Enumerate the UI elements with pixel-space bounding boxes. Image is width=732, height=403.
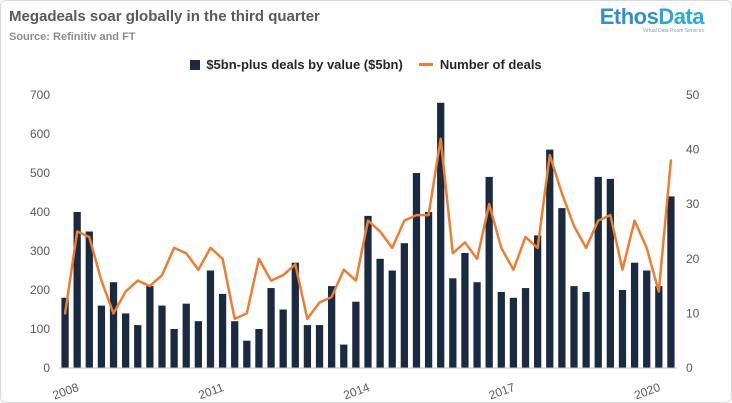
y-left-tick-label: 600	[30, 127, 50, 141]
y-right-tick-label: 20	[686, 252, 700, 266]
bar	[521, 288, 530, 368]
bar	[630, 262, 639, 368]
bar	[655, 286, 663, 368]
bar	[303, 325, 312, 368]
bar	[231, 321, 239, 368]
bar	[279, 309, 287, 368]
bar	[461, 252, 469, 368]
bar	[582, 291, 590, 368]
legend-swatch-bars	[190, 59, 201, 70]
bar	[606, 178, 614, 368]
legend-label-line: Number of deals	[439, 57, 542, 72]
y-right-tick-label: 40	[686, 143, 700, 157]
x-tick-label: 2011	[197, 380, 226, 402]
y-left-tick-label: 200	[30, 283, 50, 297]
bar	[388, 270, 396, 368]
chart-legend: $5bn-plus deals by value ($5bn) Number o…	[0, 57, 732, 72]
bar	[182, 303, 190, 368]
chart-title: Megadeals soar globally in the third qua…	[9, 8, 320, 25]
bar	[594, 176, 602, 368]
bar	[400, 243, 408, 368]
bar	[340, 344, 348, 368]
bar	[558, 208, 566, 368]
bar	[158, 305, 166, 368]
bar	[97, 305, 106, 368]
legend-swatch-line	[418, 63, 433, 66]
y-right-tick-label: 50	[686, 88, 700, 102]
y-left-tick-label: 400	[30, 205, 50, 219]
y-left-tick-label: 100	[30, 322, 50, 336]
bar	[352, 301, 360, 368]
line-number-of-deals	[63, 137, 673, 321]
bar	[412, 173, 421, 368]
bar	[643, 270, 651, 368]
bar	[364, 215, 372, 368]
bar	[497, 291, 505, 368]
chart-source: Source: Refinitiv and FT	[9, 31, 136, 43]
y-left-tick-label: 300	[30, 244, 50, 258]
x-tick-label: 2017	[487, 380, 517, 402]
bar	[315, 325, 324, 368]
bar	[194, 321, 202, 368]
bar	[122, 313, 130, 368]
bar	[255, 329, 263, 368]
bar	[73, 212, 81, 368]
bar	[85, 231, 93, 368]
bar	[134, 325, 142, 368]
y-left-tick-label: 700	[30, 88, 50, 102]
bar	[376, 258, 384, 368]
y-left-tick-label: 0	[43, 361, 50, 375]
bar	[243, 340, 251, 368]
bar	[449, 278, 457, 368]
y-left-tick-label: 500	[30, 166, 50, 180]
y-right-tick-label: 0	[686, 361, 693, 375]
bar	[473, 282, 481, 368]
bar	[509, 297, 518, 368]
x-tick-label: 2014	[342, 380, 372, 402]
legend-label-bars: $5bn-plus deals by value ($5bn)	[206, 57, 403, 72]
logo-tagline: Virtual Data Room Services	[642, 28, 704, 34]
bar	[170, 329, 178, 368]
logo-part1: Ethos	[599, 4, 659, 29]
bar	[61, 297, 69, 368]
y-right-tick-label: 10	[686, 306, 700, 320]
bar	[546, 149, 554, 368]
ethosdata-logo: EthosData Virtual Data Room Services	[599, 4, 705, 34]
bar	[424, 212, 433, 368]
x-tick-label: 2008	[51, 380, 81, 402]
bar	[437, 102, 445, 369]
legend-item-line: Number of deals	[418, 57, 542, 72]
bar	[109, 282, 118, 368]
bar	[291, 262, 299, 368]
bar	[206, 270, 215, 368]
bar	[570, 286, 578, 368]
logo-part2: Data	[658, 4, 704, 29]
logo-wordmark: EthosData	[599, 4, 705, 30]
bar	[667, 196, 675, 368]
legend-item-bars: $5bn-plus deals by value ($5bn)	[190, 57, 403, 72]
bar	[618, 290, 627, 368]
bar	[218, 293, 227, 368]
bar	[328, 286, 336, 368]
bar	[146, 286, 154, 368]
bar	[267, 288, 275, 368]
bar	[534, 235, 542, 368]
x-tick-label: 2020	[632, 380, 662, 402]
y-right-tick-label: 30	[686, 197, 700, 211]
bar	[485, 176, 493, 368]
